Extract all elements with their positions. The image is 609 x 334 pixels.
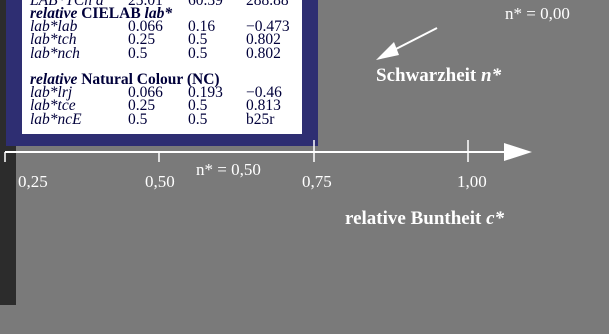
schwarzheit-label: Schwarzheit n* xyxy=(376,65,501,87)
row-v3: 0.802 xyxy=(246,31,281,49)
cielab-heading: relative CIELAB lab* xyxy=(30,5,173,22)
schwarzheit-text: Schwarzheit xyxy=(376,65,477,86)
buntheit-text: relative Buntheit xyxy=(345,208,482,229)
row-v1: 0.5 xyxy=(128,44,148,62)
row-v3: −0.46 xyxy=(246,84,282,101)
row-v2: 0.193 xyxy=(188,84,223,101)
row-v3: b25r xyxy=(246,110,275,128)
row-v3: 288.88 xyxy=(246,0,289,9)
row-v3: −0.473 xyxy=(246,18,290,35)
cielab-heading-prefix: relative xyxy=(30,5,78,22)
row-v1: 0.25 xyxy=(128,31,156,49)
cielab-heading-suffix: lab* xyxy=(144,5,173,22)
row-v2: 0.16 xyxy=(188,18,216,35)
tick-label-075: 0,75 xyxy=(302,172,332,191)
row-v2: 0.5 xyxy=(188,31,208,49)
row-v1: 0.5 xyxy=(128,110,148,128)
schwarzheit-arrow-head xyxy=(376,42,399,60)
row-name: lab*nch xyxy=(30,44,80,62)
row-name: LAB*TCh a xyxy=(30,0,104,9)
n-star-mid-label: n* = 0,50 xyxy=(196,160,261,179)
tick-label-100: 1,00 xyxy=(457,172,487,191)
tick-label-025: 0,25 xyxy=(18,172,48,191)
row-v1: 0.25 xyxy=(128,97,156,115)
row-name: lab*ncE xyxy=(30,110,82,128)
row-v1: 0.066 xyxy=(128,18,163,35)
row-v2: 0.5 xyxy=(188,97,208,115)
buntheit-label: relative Buntheit c* xyxy=(345,208,504,230)
schwarzheit-arrow-line xyxy=(393,27,438,51)
n-star-top-label: n* = 0,00 xyxy=(505,4,570,23)
color-data-panel: LAB*TCh a 25.01 60.39 288.88 relative CI… xyxy=(22,0,302,134)
row-v1: 0.066 xyxy=(128,84,163,101)
row-name: lab*lab xyxy=(30,18,78,35)
row-v3: 0.802 xyxy=(246,44,281,62)
tick-label-050: 0,50 xyxy=(145,172,175,191)
schwarzheit-var: n* xyxy=(481,65,502,86)
row-v1: 25.01 xyxy=(128,0,163,9)
nc-heading-text: Natural Colour (NC) xyxy=(81,71,220,88)
row-v2: 60.39 xyxy=(188,0,223,9)
buntheit-var: c* xyxy=(486,208,505,229)
row-name: lab*tch xyxy=(30,31,77,49)
nc-heading-prefix: relative xyxy=(30,71,78,88)
row-v3: 0.813 xyxy=(246,97,281,115)
row-v2: 0.5 xyxy=(188,44,208,62)
row-v2: 0.5 xyxy=(188,110,208,128)
nc-heading: relative Natural Colour (NC) xyxy=(30,71,220,88)
row-name: lab*lrj xyxy=(30,84,73,101)
cielab-heading-text: CIELAB xyxy=(81,5,141,22)
row-name: lab*tce xyxy=(30,97,76,115)
axis-arrow-head xyxy=(504,143,532,161)
